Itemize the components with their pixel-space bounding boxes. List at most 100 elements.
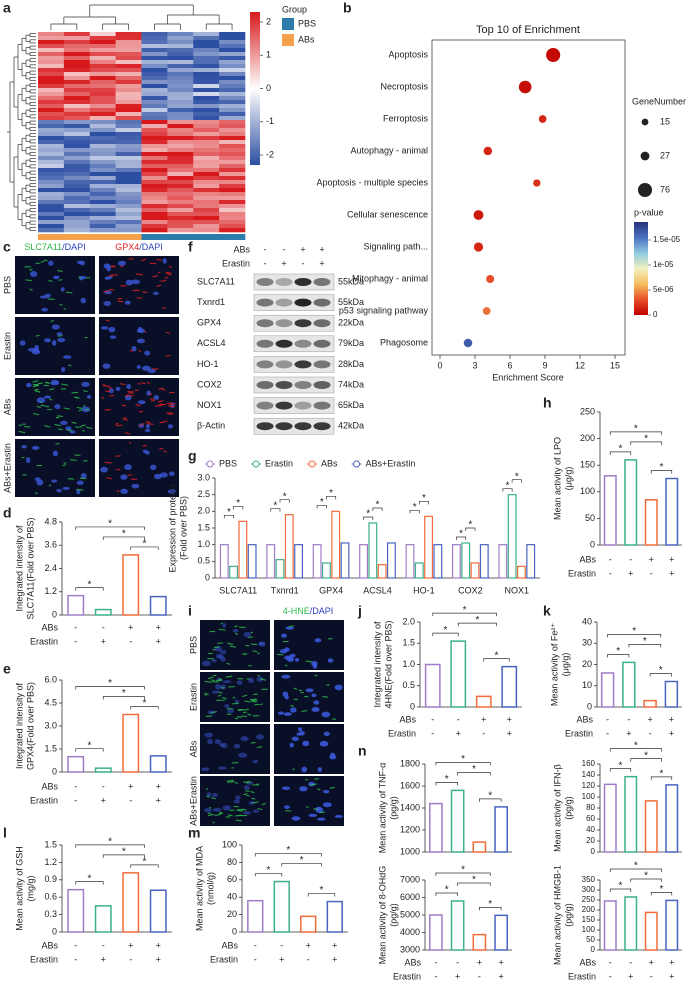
condition-mark: - xyxy=(74,636,77,646)
stain-signal xyxy=(261,802,266,806)
y-tick-label: 0 xyxy=(52,926,57,936)
sig-bracket xyxy=(363,516,374,520)
sig-bracket xyxy=(457,772,491,776)
bar xyxy=(494,914,508,951)
heatmap-cell xyxy=(193,204,220,209)
heatmap-cell xyxy=(115,80,142,85)
heatmap-cell xyxy=(219,152,246,157)
nucleus xyxy=(291,816,301,821)
y-tick-label: 20 xyxy=(227,909,237,919)
nucleus xyxy=(54,404,61,410)
heatmap-cell xyxy=(141,124,168,129)
stain-signal xyxy=(40,260,45,263)
blot-band xyxy=(313,360,331,369)
sig-label: * xyxy=(634,424,638,435)
condition-mark: - xyxy=(606,714,609,724)
sig-label: * xyxy=(475,615,479,626)
color-tick-label: 1.5e-05 xyxy=(653,235,681,244)
heatmap-cell xyxy=(38,212,65,217)
sig-label: * xyxy=(108,836,112,847)
heatmap-cell xyxy=(141,128,168,133)
heatmap-cell xyxy=(38,56,65,61)
condition-name: Erastin xyxy=(388,728,416,738)
sig-label: * xyxy=(472,875,476,886)
nucleus xyxy=(284,647,290,652)
stain-signal xyxy=(138,349,142,352)
condition-mark: + xyxy=(628,971,633,981)
stain-signal xyxy=(54,423,61,427)
condition-mark: - xyxy=(609,568,612,578)
stain-signal xyxy=(57,269,63,272)
size-legend-dot xyxy=(637,182,653,198)
heatmap-cell xyxy=(38,196,65,201)
bar xyxy=(644,911,658,951)
stain-signal xyxy=(244,700,251,703)
bar xyxy=(461,542,471,579)
y-tick-label: 1.2 xyxy=(44,586,57,596)
heatmap-cell xyxy=(38,32,65,37)
heatmap-cell xyxy=(115,40,142,45)
panel-letter: h xyxy=(543,395,552,411)
sig-label: * xyxy=(445,885,449,896)
legend-label: ABs xyxy=(321,458,338,468)
sig-label: * xyxy=(459,529,463,540)
heatmap-cell xyxy=(63,212,91,217)
nucleus xyxy=(220,650,227,655)
y-tick-label: 80 xyxy=(586,803,595,812)
sig-bracket xyxy=(75,587,104,591)
sig-bracket xyxy=(630,878,662,882)
sig-bracket xyxy=(326,495,337,500)
heatmap-cell xyxy=(63,184,91,189)
heatmap-cell xyxy=(89,220,116,225)
heatmap-cell xyxy=(193,104,220,109)
heatmap-cell xyxy=(89,156,116,161)
heatmap-cell xyxy=(38,220,65,225)
bar xyxy=(284,514,294,579)
sig-bracket xyxy=(457,882,491,886)
heatmap-cell xyxy=(38,68,65,73)
nucleus xyxy=(45,293,51,298)
heatmap-cell xyxy=(89,208,116,213)
protein-name: ACSL4 xyxy=(197,338,226,348)
heatmap-cell xyxy=(115,132,142,137)
heatmap-cell xyxy=(167,132,194,137)
condition-mark: - xyxy=(482,728,485,738)
y-tick-label: 60 xyxy=(586,814,595,823)
heatmap-cell xyxy=(115,176,142,181)
nucleus xyxy=(248,801,255,805)
stain-signal xyxy=(44,425,51,428)
sig-label: * xyxy=(644,434,648,445)
group-bar xyxy=(141,234,168,240)
stain-signal xyxy=(108,394,115,397)
stain-signal xyxy=(50,319,54,323)
heatmap-cell xyxy=(115,136,142,141)
nucleus xyxy=(124,300,131,305)
sig-bracket xyxy=(609,888,632,892)
nucleus xyxy=(136,328,146,334)
heatmap-cell xyxy=(167,44,194,49)
bar xyxy=(122,872,140,933)
stain-signal xyxy=(250,741,256,744)
y-axis-label: Integrated intensity of xyxy=(14,682,24,769)
heatmap-cell xyxy=(167,48,194,53)
heatmap-cell xyxy=(167,224,194,229)
stain-signal xyxy=(210,796,217,800)
heatmap-cell xyxy=(141,104,168,109)
y-tick-label: 1400 xyxy=(400,802,420,812)
heatmap-cell xyxy=(219,32,246,37)
protein-name: Txnrd1 xyxy=(197,297,225,307)
sig-bracket xyxy=(254,853,322,857)
condition-name: Erastin xyxy=(30,795,58,805)
nucleus xyxy=(240,736,249,742)
y-tick-label: 40 xyxy=(227,892,237,902)
heatmap-cell xyxy=(193,108,220,113)
heatmap-cell xyxy=(193,112,220,117)
y-axis-label: Mean activity of Fe²⁺ xyxy=(549,623,559,707)
condition-mark: - xyxy=(280,940,283,950)
row-label: ABs+Erastin xyxy=(2,443,12,493)
heatmap-cell xyxy=(219,124,246,129)
stain-signal xyxy=(314,674,318,677)
y-tick-label: 20 xyxy=(586,836,595,845)
stain-signal xyxy=(158,271,161,274)
bar xyxy=(644,800,658,853)
